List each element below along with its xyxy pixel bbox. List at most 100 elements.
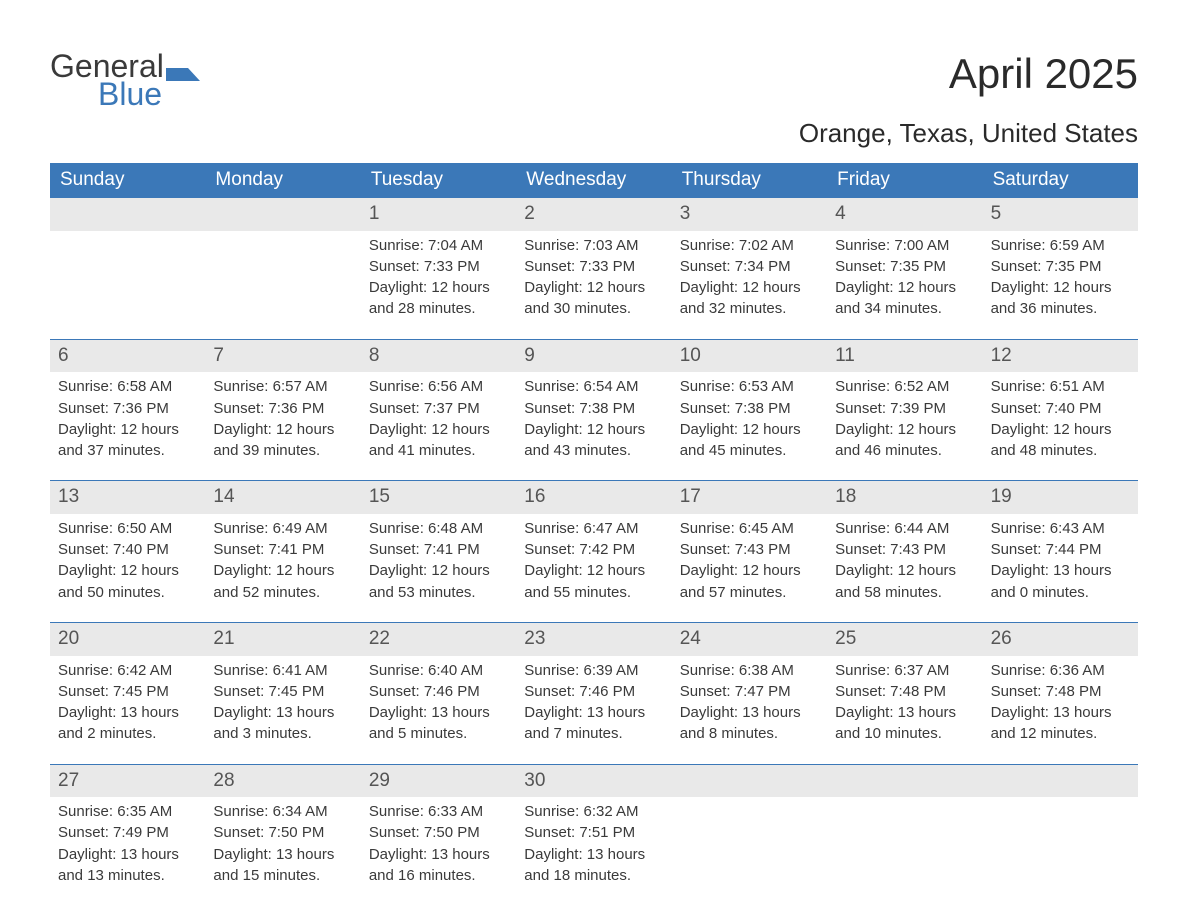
day-info: Sunrise: 7:04 AMSunset: 7:33 PMDaylight:… bbox=[367, 236, 510, 320]
header-row: General Blue April 2025 bbox=[50, 50, 1138, 110]
calendar-cell: 19Sunrise: 6:43 AMSunset: 7:44 PMDayligh… bbox=[983, 481, 1138, 604]
day-sunrise: Sunrise: 6:56 AM bbox=[369, 377, 508, 397]
calendar-cell: 16Sunrise: 6:47 AMSunset: 7:42 PMDayligh… bbox=[516, 481, 671, 604]
day-info: Sunrise: 6:52 AMSunset: 7:39 PMDaylight:… bbox=[833, 377, 976, 461]
calendar-cell: 27Sunrise: 6:35 AMSunset: 7:49 PMDayligh… bbox=[50, 765, 205, 888]
calendar-cell: 24Sunrise: 6:38 AMSunset: 7:47 PMDayligh… bbox=[672, 623, 827, 746]
day-daylight1: Daylight: 13 hours bbox=[835, 703, 974, 723]
day-info: Sunrise: 6:34 AMSunset: 7:50 PMDaylight:… bbox=[211, 802, 354, 886]
day-sunrise: Sunrise: 6:32 AM bbox=[524, 802, 663, 822]
calendar-cell-blank bbox=[205, 198, 360, 321]
day-info: Sunrise: 6:58 AMSunset: 7:36 PMDaylight:… bbox=[56, 377, 199, 461]
calendar-grid: SundayMondayTuesdayWednesdayThursdayFrid… bbox=[50, 163, 1138, 887]
day-daylight2: and 28 minutes. bbox=[369, 299, 508, 319]
day-daylight1: Daylight: 12 hours bbox=[835, 278, 974, 298]
day-number bbox=[983, 765, 1138, 798]
calendar-cell: 2Sunrise: 7:03 AMSunset: 7:33 PMDaylight… bbox=[516, 198, 671, 321]
calendar-cell: 18Sunrise: 6:44 AMSunset: 7:43 PMDayligh… bbox=[827, 481, 982, 604]
day-info: Sunrise: 6:42 AMSunset: 7:45 PMDaylight:… bbox=[56, 661, 199, 745]
day-number: 8 bbox=[361, 340, 516, 373]
calendar-cell: 4Sunrise: 7:00 AMSunset: 7:35 PMDaylight… bbox=[827, 198, 982, 321]
day-sunrise: Sunrise: 6:45 AM bbox=[680, 519, 819, 539]
day-daylight1: Daylight: 12 hours bbox=[524, 561, 663, 581]
day-number: 4 bbox=[827, 198, 982, 231]
day-sunrise: Sunrise: 6:34 AM bbox=[213, 802, 352, 822]
day-sunset: Sunset: 7:37 PM bbox=[369, 399, 508, 419]
day-daylight1: Daylight: 12 hours bbox=[213, 420, 352, 440]
day-daylight2: and 32 minutes. bbox=[680, 299, 819, 319]
day-daylight2: and 48 minutes. bbox=[991, 441, 1130, 461]
dow-header: Saturday bbox=[983, 163, 1138, 198]
day-sunset: Sunset: 7:51 PM bbox=[524, 823, 663, 843]
day-sunset: Sunset: 7:34 PM bbox=[680, 257, 819, 277]
day-sunset: Sunset: 7:42 PM bbox=[524, 540, 663, 560]
dow-header: Monday bbox=[205, 163, 360, 198]
day-sunrise: Sunrise: 7:03 AM bbox=[524, 236, 663, 256]
day-number bbox=[827, 765, 982, 798]
day-daylight2: and 36 minutes. bbox=[991, 299, 1130, 319]
day-sunset: Sunset: 7:45 PM bbox=[58, 682, 197, 702]
day-number: 2 bbox=[516, 198, 671, 231]
calendar-cell: 7Sunrise: 6:57 AMSunset: 7:36 PMDaylight… bbox=[205, 340, 360, 463]
logo: General Blue bbox=[50, 50, 200, 110]
day-daylight2: and 7 minutes. bbox=[524, 724, 663, 744]
day-sunset: Sunset: 7:33 PM bbox=[524, 257, 663, 277]
day-daylight1: Daylight: 12 hours bbox=[213, 561, 352, 581]
calendar-cell: 20Sunrise: 6:42 AMSunset: 7:45 PMDayligh… bbox=[50, 623, 205, 746]
day-number: 17 bbox=[672, 481, 827, 514]
day-number: 1 bbox=[361, 198, 516, 231]
day-daylight1: Daylight: 13 hours bbox=[991, 703, 1130, 723]
day-sunrise: Sunrise: 6:51 AM bbox=[991, 377, 1130, 397]
day-daylight1: Daylight: 13 hours bbox=[369, 845, 508, 865]
day-sunset: Sunset: 7:36 PM bbox=[213, 399, 352, 419]
day-daylight1: Daylight: 13 hours bbox=[58, 703, 197, 723]
day-daylight1: Daylight: 12 hours bbox=[680, 420, 819, 440]
day-number: 18 bbox=[827, 481, 982, 514]
day-sunset: Sunset: 7:41 PM bbox=[213, 540, 352, 560]
day-info: Sunrise: 6:49 AMSunset: 7:41 PMDaylight:… bbox=[211, 519, 354, 603]
day-info: Sunrise: 6:53 AMSunset: 7:38 PMDaylight:… bbox=[678, 377, 821, 461]
day-number: 7 bbox=[205, 340, 360, 373]
page-title: April 2025 bbox=[949, 50, 1138, 98]
day-sunset: Sunset: 7:33 PM bbox=[369, 257, 508, 277]
day-sunrise: Sunrise: 6:36 AM bbox=[991, 661, 1130, 681]
day-daylight1: Daylight: 12 hours bbox=[524, 420, 663, 440]
day-number: 26 bbox=[983, 623, 1138, 656]
dow-header: Sunday bbox=[50, 163, 205, 198]
day-info: Sunrise: 6:45 AMSunset: 7:43 PMDaylight:… bbox=[678, 519, 821, 603]
day-sunrise: Sunrise: 6:48 AM bbox=[369, 519, 508, 539]
day-number: 30 bbox=[516, 765, 671, 798]
day-sunset: Sunset: 7:44 PM bbox=[991, 540, 1130, 560]
calendar-cell: 21Sunrise: 6:41 AMSunset: 7:45 PMDayligh… bbox=[205, 623, 360, 746]
day-daylight1: Daylight: 12 hours bbox=[835, 420, 974, 440]
day-number: 21 bbox=[205, 623, 360, 656]
day-sunset: Sunset: 7:39 PM bbox=[835, 399, 974, 419]
day-info: Sunrise: 6:37 AMSunset: 7:48 PMDaylight:… bbox=[833, 661, 976, 745]
logo-word-blue: Blue bbox=[98, 78, 164, 110]
day-sunrise: Sunrise: 7:02 AM bbox=[680, 236, 819, 256]
day-daylight2: and 55 minutes. bbox=[524, 583, 663, 603]
day-info: Sunrise: 6:51 AMSunset: 7:40 PMDaylight:… bbox=[989, 377, 1132, 461]
day-number: 29 bbox=[361, 765, 516, 798]
day-daylight2: and 15 minutes. bbox=[213, 866, 352, 886]
day-number: 22 bbox=[361, 623, 516, 656]
calendar-cell: 23Sunrise: 6:39 AMSunset: 7:46 PMDayligh… bbox=[516, 623, 671, 746]
day-sunrise: Sunrise: 6:38 AM bbox=[680, 661, 819, 681]
day-sunrise: Sunrise: 6:52 AM bbox=[835, 377, 974, 397]
day-daylight2: and 43 minutes. bbox=[524, 441, 663, 461]
calendar-cell: 29Sunrise: 6:33 AMSunset: 7:50 PMDayligh… bbox=[361, 765, 516, 888]
calendar-cell: 5Sunrise: 6:59 AMSunset: 7:35 PMDaylight… bbox=[983, 198, 1138, 321]
calendar-cell: 1 Sunrise: 7:04 AMSunset: 7:33 PMDaylight… bbox=[361, 198, 516, 321]
calendar-cell-blank bbox=[827, 765, 982, 888]
day-daylight2: and 53 minutes. bbox=[369, 583, 508, 603]
day-info: Sunrise: 6:32 AMSunset: 7:51 PMDaylight:… bbox=[522, 802, 665, 886]
calendar-cell: 25Sunrise: 6:37 AMSunset: 7:48 PMDayligh… bbox=[827, 623, 982, 746]
day-sunrise: Sunrise: 6:44 AM bbox=[835, 519, 974, 539]
day-number: 28 bbox=[205, 765, 360, 798]
day-sunrise: Sunrise: 6:59 AM bbox=[991, 236, 1130, 256]
day-daylight1: Daylight: 12 hours bbox=[680, 561, 819, 581]
calendar-cell-blank bbox=[672, 765, 827, 888]
day-daylight1: Daylight: 13 hours bbox=[213, 845, 352, 865]
day-sunset: Sunset: 7:50 PM bbox=[369, 823, 508, 843]
day-number: 3 bbox=[672, 198, 827, 231]
